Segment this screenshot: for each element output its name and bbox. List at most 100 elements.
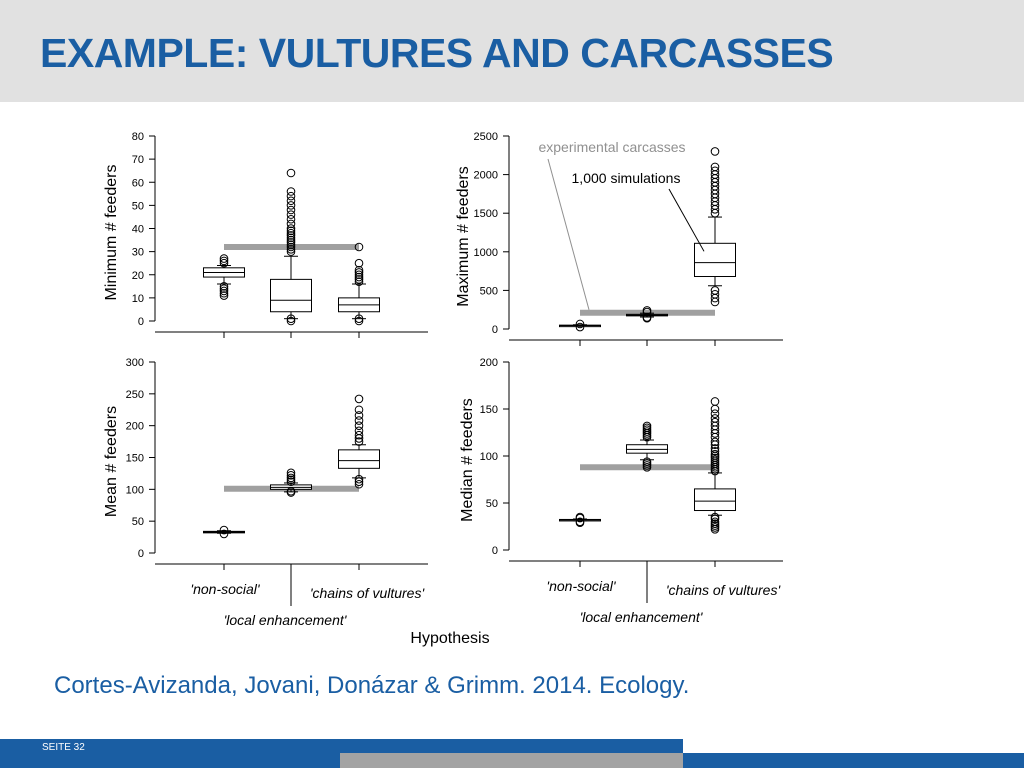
outlier-point <box>354 394 364 404</box>
outlier-point <box>219 282 229 291</box>
outlier-point <box>710 444 720 453</box>
page-number: SEITE 32 <box>42 742 85 753</box>
y-tick-label: 100 <box>126 484 144 496</box>
boxplot-panel-1: 0 500 1000 1500 2000 2500 Maximum # feeders <box>455 131 783 346</box>
annotation-1000-simulations: 1,000 simulations <box>572 170 681 186</box>
y-tick-label: 500 <box>480 285 498 297</box>
outlier-point <box>286 314 296 323</box>
outlier-point <box>354 270 364 280</box>
outlier-point <box>710 286 720 295</box>
y-tick-label: 0 <box>492 545 498 557</box>
annotation-experimental-leader <box>547 158 590 310</box>
box-0 <box>203 525 245 539</box>
outlier-point <box>286 231 296 240</box>
y-tick-label: 150 <box>480 404 498 416</box>
outlier-point <box>354 405 364 415</box>
y-tick-label: 80 <box>132 131 144 143</box>
annotation-simulations-leader <box>668 188 705 252</box>
y-tick-label: 300 <box>126 357 144 369</box>
iqr-box <box>694 242 736 278</box>
box-2 <box>338 242 380 326</box>
outlier-point <box>286 471 296 480</box>
x-label-non-social: 'non-social' <box>190 581 260 597</box>
outlier-point <box>354 316 364 326</box>
y-tick-label: 0 <box>138 316 144 328</box>
outlier-point <box>354 421 364 430</box>
title-bar: EXAMPLE: VULTURES AND CARCASSES <box>0 0 1024 102</box>
outlier-point <box>286 210 296 219</box>
y-tick-label: 250 <box>126 389 144 401</box>
x-label-chains-of-vultures: 'chains of vultures' <box>666 582 782 598</box>
y-tick-label: 20 <box>132 270 144 282</box>
slide-title: EXAMPLE: VULTURES AND CARCASSES <box>40 30 834 76</box>
outlier-point <box>286 226 296 236</box>
box-0 <box>203 254 245 300</box>
x-label-local-enhancement: 'local enhancement' <box>224 612 348 628</box>
annotation-experimental-carcasses: experimental carcasses <box>538 139 685 155</box>
y-tick-label: 0 <box>138 548 144 560</box>
outlier-point <box>354 272 364 282</box>
outlier-point <box>642 457 652 466</box>
outlier-point <box>575 517 585 527</box>
outlier-point <box>219 286 229 296</box>
y-tick-label: 200 <box>480 357 498 369</box>
outlier-point <box>354 477 364 486</box>
outlier-point <box>286 316 296 326</box>
y-axis-label: Mean # feeders <box>103 406 120 517</box>
box-1 <box>626 421 668 472</box>
outlier-point <box>710 449 720 459</box>
y-tick-label: 50 <box>132 200 144 212</box>
outlier-point <box>286 214 296 224</box>
outlier-point <box>286 196 296 206</box>
outlier-point <box>286 468 296 478</box>
box-0 <box>559 512 601 528</box>
outlier-point <box>710 404 720 414</box>
outlier-point <box>286 168 296 178</box>
outlier-point <box>219 525 229 535</box>
y-tick-label: 150 <box>126 453 144 465</box>
outlier-point <box>286 187 296 196</box>
outlier-point <box>286 240 296 249</box>
y-tick-label: 200 <box>126 421 144 433</box>
x-axis-title: Hypothesis <box>410 630 489 647</box>
y-tick-label: 100 <box>480 451 498 463</box>
y-tick-label: 0 <box>492 324 498 336</box>
x-label-chains-of-vultures: 'chains of vultures' <box>310 585 426 601</box>
outlier-point <box>710 166 720 176</box>
outlier-point <box>286 242 296 252</box>
outlier-point <box>575 319 585 329</box>
outlier-point <box>286 235 296 245</box>
outlier-point <box>286 191 296 201</box>
footer-band-right <box>683 753 1024 768</box>
outlier-point <box>354 242 364 252</box>
outlier-point <box>710 417 720 427</box>
outlier-point <box>286 238 296 247</box>
y-axis-label: Maximum # feeders <box>455 166 472 307</box>
y-tick-label: 10 <box>132 293 144 305</box>
outlier-point <box>354 479 364 489</box>
outlier-point <box>286 224 296 233</box>
footer-bar: SEITE 32 <box>0 739 1024 768</box>
y-tick-label: 50 <box>132 516 144 528</box>
y-axis-label: Median # feeders <box>459 398 476 522</box>
outlier-point <box>354 265 364 275</box>
outlier-point <box>642 313 652 322</box>
y-axis-label: Minimum # feeders <box>103 164 120 300</box>
outlier-point <box>354 277 364 286</box>
box-2 <box>338 394 380 489</box>
outlier-point <box>710 162 720 172</box>
footer-band-gray <box>340 753 683 768</box>
outlier-point <box>354 437 364 446</box>
boxplot-panel-3: 0 50 100 150 200 Median # feeders <box>459 357 783 567</box>
y-tick-label: 40 <box>132 224 144 236</box>
outlier-point <box>354 426 364 436</box>
outlier-point <box>354 430 364 440</box>
box-1 <box>270 468 312 497</box>
iqr-box <box>694 488 736 512</box>
outlier-point <box>354 314 364 323</box>
footer-band-left <box>0 753 340 768</box>
y-tick-label: 1000 <box>474 247 498 259</box>
outlier-point <box>354 416 364 425</box>
outlier-point <box>710 289 720 299</box>
